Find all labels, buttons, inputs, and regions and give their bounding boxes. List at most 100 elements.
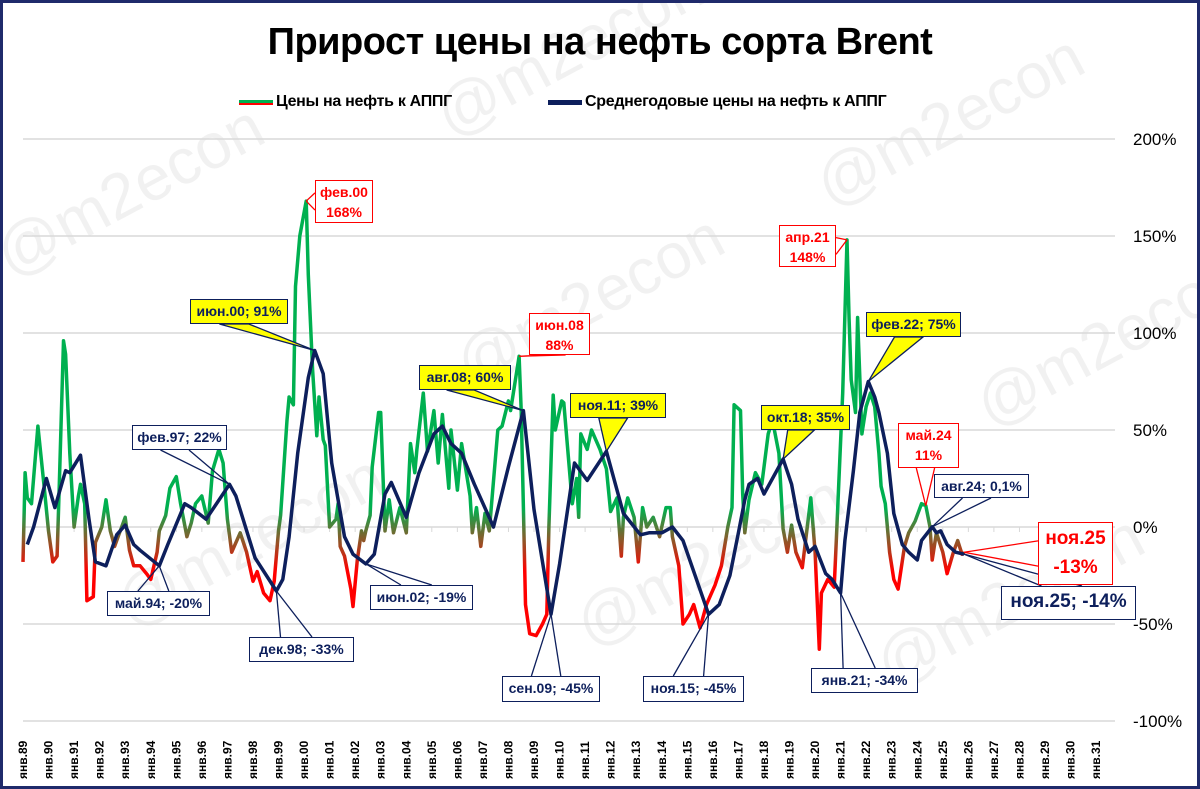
data-label-2000-06: июн.00; 91% bbox=[190, 299, 288, 324]
data-label-text: 11% bbox=[914, 447, 943, 463]
x-tick-label: янв.02 bbox=[348, 740, 362, 779]
data-label-text: июн.00; 91% bbox=[196, 303, 282, 319]
annotation-leader bbox=[365, 563, 402, 586]
data-label-text: 168% bbox=[326, 204, 362, 220]
y-tick-label: 100% bbox=[1133, 324, 1176, 343]
x-tick-label: янв.22 bbox=[859, 740, 873, 779]
data-label-1994-05: май.94; -20% bbox=[107, 591, 210, 616]
annotation-leader bbox=[158, 565, 170, 592]
annotation-leader bbox=[275, 590, 313, 638]
series-line-average bbox=[25, 348, 965, 617]
data-label-text: сен.09; -45% bbox=[508, 680, 594, 696]
x-tick-label: янв.89 bbox=[16, 740, 30, 779]
annotation-leader bbox=[867, 336, 925, 383]
data-label-text: май.94; -20% bbox=[114, 595, 203, 611]
data-label-1998-12: дек.98; -33% bbox=[249, 637, 354, 662]
x-tick-label: янв.91 bbox=[67, 740, 81, 779]
annotation-leader bbox=[275, 590, 282, 638]
data-label-text: ноя.25 bbox=[1045, 528, 1106, 549]
x-tick-label: янв.24 bbox=[910, 740, 924, 779]
data-label-text: июн.08 bbox=[535, 317, 584, 333]
legend-swatch-navy bbox=[548, 99, 582, 105]
data-label-text: фев.22; 75% bbox=[871, 316, 956, 332]
y-tick-label: 200% bbox=[1133, 130, 1176, 149]
annotation-leader bbox=[702, 614, 710, 677]
data-label-2021-04: апр.21 148% bbox=[779, 225, 836, 267]
y-tick-label: -50% bbox=[1133, 615, 1173, 634]
annotation-leader bbox=[597, 417, 629, 454]
data-label-text: авг.24; 0,1% bbox=[941, 478, 1022, 494]
annotation-leader bbox=[305, 192, 316, 202]
x-tick-label: янв.08 bbox=[501, 740, 515, 779]
annotation-leader bbox=[835, 236, 848, 241]
data-label-text: июн.02; -19% bbox=[376, 589, 467, 605]
data-label-2018-10: окт.18; 35% bbox=[761, 405, 850, 430]
x-tick-label: янв.11 bbox=[578, 741, 592, 779]
annotation-leader bbox=[188, 449, 230, 485]
annotation-leader bbox=[446, 389, 524, 412]
x-tick-label: янв.12 bbox=[604, 740, 618, 779]
data-label-text: ноя.11; 39% bbox=[577, 397, 659, 413]
x-tick-label: янв.25 bbox=[936, 740, 950, 779]
annotation-leader bbox=[672, 613, 710, 677]
annotation-leader bbox=[963, 553, 1042, 587]
data-label-2002-06: июн.02; -19% bbox=[370, 585, 473, 610]
data-label-text: авг.08; 60% bbox=[426, 369, 504, 385]
x-tick-label: янв.96 bbox=[195, 740, 209, 779]
x-tick-label: янв.29 bbox=[1038, 740, 1052, 779]
x-tick-label: янв.94 bbox=[144, 740, 158, 779]
annotation-leader bbox=[519, 354, 566, 357]
x-tick-label: янв.92 bbox=[93, 740, 107, 779]
x-tick-label: янв.18 bbox=[757, 740, 771, 779]
data-label-2008-06: июн.08 88% bbox=[529, 313, 590, 355]
data-label-text: 148% bbox=[789, 249, 826, 265]
data-label-text: фев.97; 22% bbox=[137, 429, 222, 445]
x-tick-label: янв.27 bbox=[987, 740, 1001, 779]
data-label-text: апр.21 bbox=[785, 229, 830, 245]
annotation-leader bbox=[550, 614, 562, 677]
x-tick-label: янв.07 bbox=[476, 740, 490, 779]
annotation-leader bbox=[963, 551, 1039, 567]
data-label-text: дек.98; -33% bbox=[259, 641, 344, 657]
annotation-leader bbox=[137, 565, 160, 592]
x-tick-label: янв.26 bbox=[961, 740, 975, 779]
x-tick-label: янв.15 bbox=[680, 740, 694, 779]
legend-item-prices: Цены на нефть к АППГ bbox=[239, 93, 452, 111]
annotation-leader bbox=[839, 592, 844, 669]
series-line-prices bbox=[21, 199, 966, 651]
x-tick-label: янв.04 bbox=[399, 740, 413, 779]
data-label-text: ноя.15; -45% bbox=[650, 680, 737, 696]
x-tick-label: янв.03 bbox=[374, 740, 388, 779]
annotation-leader bbox=[160, 449, 230, 485]
data-label-2024-05: май.24 11% bbox=[898, 423, 959, 468]
x-tick-label: янв.93 bbox=[118, 740, 132, 779]
legend-item-average: Среднегодовые цены на нефть к АППГ bbox=[548, 93, 887, 111]
x-tick-label: янв.16 bbox=[706, 740, 720, 779]
data-label-2025-11: ноя.25; -14% bbox=[1001, 586, 1136, 620]
annotation-leader bbox=[915, 467, 927, 506]
annotation-leader bbox=[365, 563, 432, 586]
x-tick-label: янв.90 bbox=[42, 740, 56, 779]
x-tick-label: янв.31 bbox=[1089, 740, 1103, 779]
annotation-leader bbox=[219, 323, 315, 352]
x-tick-label: янв.13 bbox=[629, 740, 643, 779]
x-tick-label: янв.21 bbox=[834, 740, 848, 779]
data-label-text: май.24 bbox=[905, 427, 952, 443]
legend-label: Среднегодовые цены на нефть к АППГ bbox=[585, 93, 887, 110]
x-tick-label: янв.14 bbox=[655, 740, 669, 779]
x-tick-label: янв.06 bbox=[450, 740, 464, 779]
data-label-text: -13% bbox=[1053, 557, 1098, 578]
data-label-1997-02: фев.97; 22% bbox=[132, 425, 227, 450]
y-tick-label: 50% bbox=[1133, 421, 1167, 440]
x-tick-label: янв.01 bbox=[323, 740, 337, 779]
data-label-text: фев.00 bbox=[320, 184, 368, 200]
x-tick-label: янв.00 bbox=[297, 740, 311, 779]
annotation-leader bbox=[963, 540, 1039, 553]
data-label-text: ноя.25; -14% bbox=[1010, 591, 1127, 612]
annotation-leader bbox=[782, 429, 817, 461]
x-tick-label: янв.20 bbox=[808, 740, 822, 779]
x-tick-label: янв.98 bbox=[246, 740, 260, 779]
legend-swatch-green-red bbox=[239, 99, 273, 105]
data-label-2021-01: янв.21; -34% bbox=[811, 668, 918, 693]
annotation-leader bbox=[305, 200, 316, 211]
